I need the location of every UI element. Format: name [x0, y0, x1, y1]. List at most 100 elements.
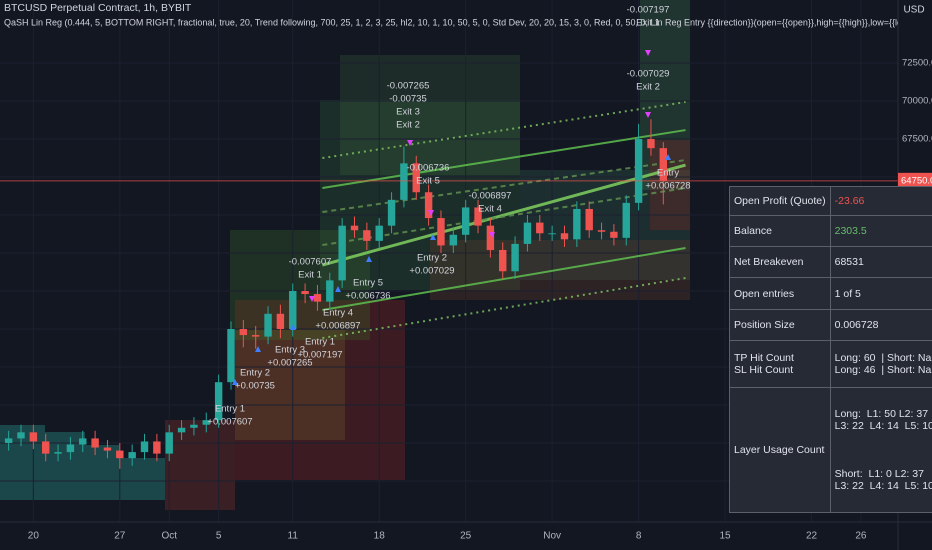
table-value: Long: 60 | Short: NaN Long: 46 | Short: … — [829, 340, 932, 388]
y-tick-label: 67500.0 — [902, 134, 932, 145]
candle-body — [424, 192, 433, 219]
candle-body — [79, 438, 87, 445]
candle-body — [363, 230, 371, 241]
candle-body — [326, 280, 334, 302]
table-value: -23.66 — [829, 186, 932, 216]
annotation-text: Entry 2 — [417, 253, 447, 264]
stats-body: Open Profit (Quote) -23.66 Balance 2303.5 Ne… — [729, 186, 932, 513]
candle-body — [177, 427, 186, 433]
annotation-text: Exit 4 — [478, 204, 502, 215]
annotation-text: -0.006736 — [407, 163, 450, 174]
y-tick-label: 70000.0 — [902, 96, 932, 107]
x-tick-label: 27 — [114, 531, 126, 542]
annotation-text: -0.007265 — [387, 81, 430, 92]
candle-body — [486, 225, 495, 250]
annotation-text: +0.007265 — [267, 358, 312, 369]
candle-body — [214, 382, 223, 421]
x-tick-label: 15 — [720, 531, 732, 542]
candle-body — [91, 438, 99, 448]
channel-line — [322, 159, 686, 214]
x-tick-label: 11 — [288, 531, 299, 542]
table-row: Net Breakeven 68531 — [729, 246, 932, 278]
candle-body — [647, 139, 655, 149]
annotation-text: Entry 1 — [305, 337, 335, 348]
candle-body — [202, 420, 210, 425]
table-value: 1 of 5 — [829, 277, 932, 310]
candle-body — [412, 163, 420, 193]
candle-body — [461, 207, 470, 235]
x-tick-label: 8 — [636, 531, 642, 542]
candle-body — [190, 424, 198, 428]
channel-line — [322, 129, 686, 190]
annotation-text: -0.007607 — [289, 257, 332, 268]
x-tick-label: 22 — [806, 531, 818, 542]
annotation-text: +0.007607 — [207, 417, 252, 428]
table-value: 68531 — [829, 246, 932, 278]
annotation-text: -0.007197 — [627, 5, 670, 16]
candle-body — [585, 208, 593, 231]
x-tick-label: 5 — [216, 531, 222, 542]
y-tick-label: 72500.0 — [902, 58, 932, 69]
candle-body — [437, 218, 445, 246]
candle-body — [66, 444, 75, 453]
header: BTCUSD Perpetual Contract, 1h, BYBIT QaS… — [4, 2, 932, 28]
channel-line — [322, 247, 686, 311]
table-label: Net Breakeven — [729, 246, 831, 278]
candle-body — [140, 441, 149, 453]
annotation-text: Entry 3 — [275, 345, 305, 356]
candle-body — [264, 313, 272, 337]
channel-line — [322, 101, 686, 160]
price-label: 64750.0 — [901, 175, 932, 186]
annotation-text: Entry 2 — [240, 368, 270, 379]
annotation-text: +0.006897 — [315, 321, 360, 332]
candle-body — [610, 231, 618, 238]
channel-line — [321, 163, 686, 267]
table-value: 2303.5 — [829, 215, 932, 247]
candle-body — [560, 233, 569, 240]
orange-zone — [235, 330, 345, 440]
candle-body — [301, 291, 309, 295]
candle-body — [597, 230, 606, 232]
annotation-text: Exit 1 — [636, 18, 660, 29]
x-tick-label: 25 — [460, 531, 472, 542]
annotation-text: -0.00735 — [389, 94, 427, 105]
candle-body — [103, 447, 112, 451]
candle-body — [251, 335, 260, 337]
candle-body — [17, 432, 25, 439]
red-zone — [165, 420, 235, 510]
candle-body — [536, 222, 544, 234]
annotation-text: +0.006728 — [645, 181, 690, 192]
annotation-text: +0.006736 — [345, 291, 390, 302]
x-tick-label: 18 — [374, 531, 386, 542]
table-value: 0.006728 — [829, 309, 932, 341]
candle-body — [548, 233, 556, 235]
candle-body — [573, 208, 581, 240]
x-tick-label: Nov — [543, 531, 561, 542]
plot — [0, 0, 898, 522]
green-zone — [320, 100, 520, 290]
candle-body — [622, 202, 630, 238]
indicator-title: QaSH Lin Reg (0.444, 5, BOTTOM RIGHT, fr… — [4, 17, 932, 27]
annotation-text: -0.006897 — [469, 191, 512, 202]
candle-body — [289, 291, 297, 330]
candle-body — [128, 452, 136, 459]
annotation-text: Exit 5 — [416, 176, 440, 187]
x-tick-label: 26 — [855, 531, 867, 542]
table-row: Position Size 0.006728 — [729, 309, 932, 341]
channel-line — [322, 187, 686, 247]
annotation-text: Exit 1 — [298, 270, 322, 281]
table-row: Balance 2303.5 — [729, 215, 932, 247]
table-value: Long: L1: 50 L2: 37 L3: 22 L4: 14 L5: 10… — [829, 387, 932, 513]
channel-line — [322, 277, 686, 339]
candle-body — [400, 163, 408, 200]
annotation-text: Entry 4 — [323, 308, 353, 319]
candle-body — [276, 313, 285, 330]
candle-body — [338, 225, 346, 281]
candle-body — [29, 432, 38, 442]
candle-body — [387, 199, 396, 226]
table-label: Open Profit (Quote) — [729, 186, 831, 216]
candle-body — [41, 441, 50, 454]
candle-body — [449, 234, 458, 246]
table-label: Position Size — [729, 309, 831, 341]
